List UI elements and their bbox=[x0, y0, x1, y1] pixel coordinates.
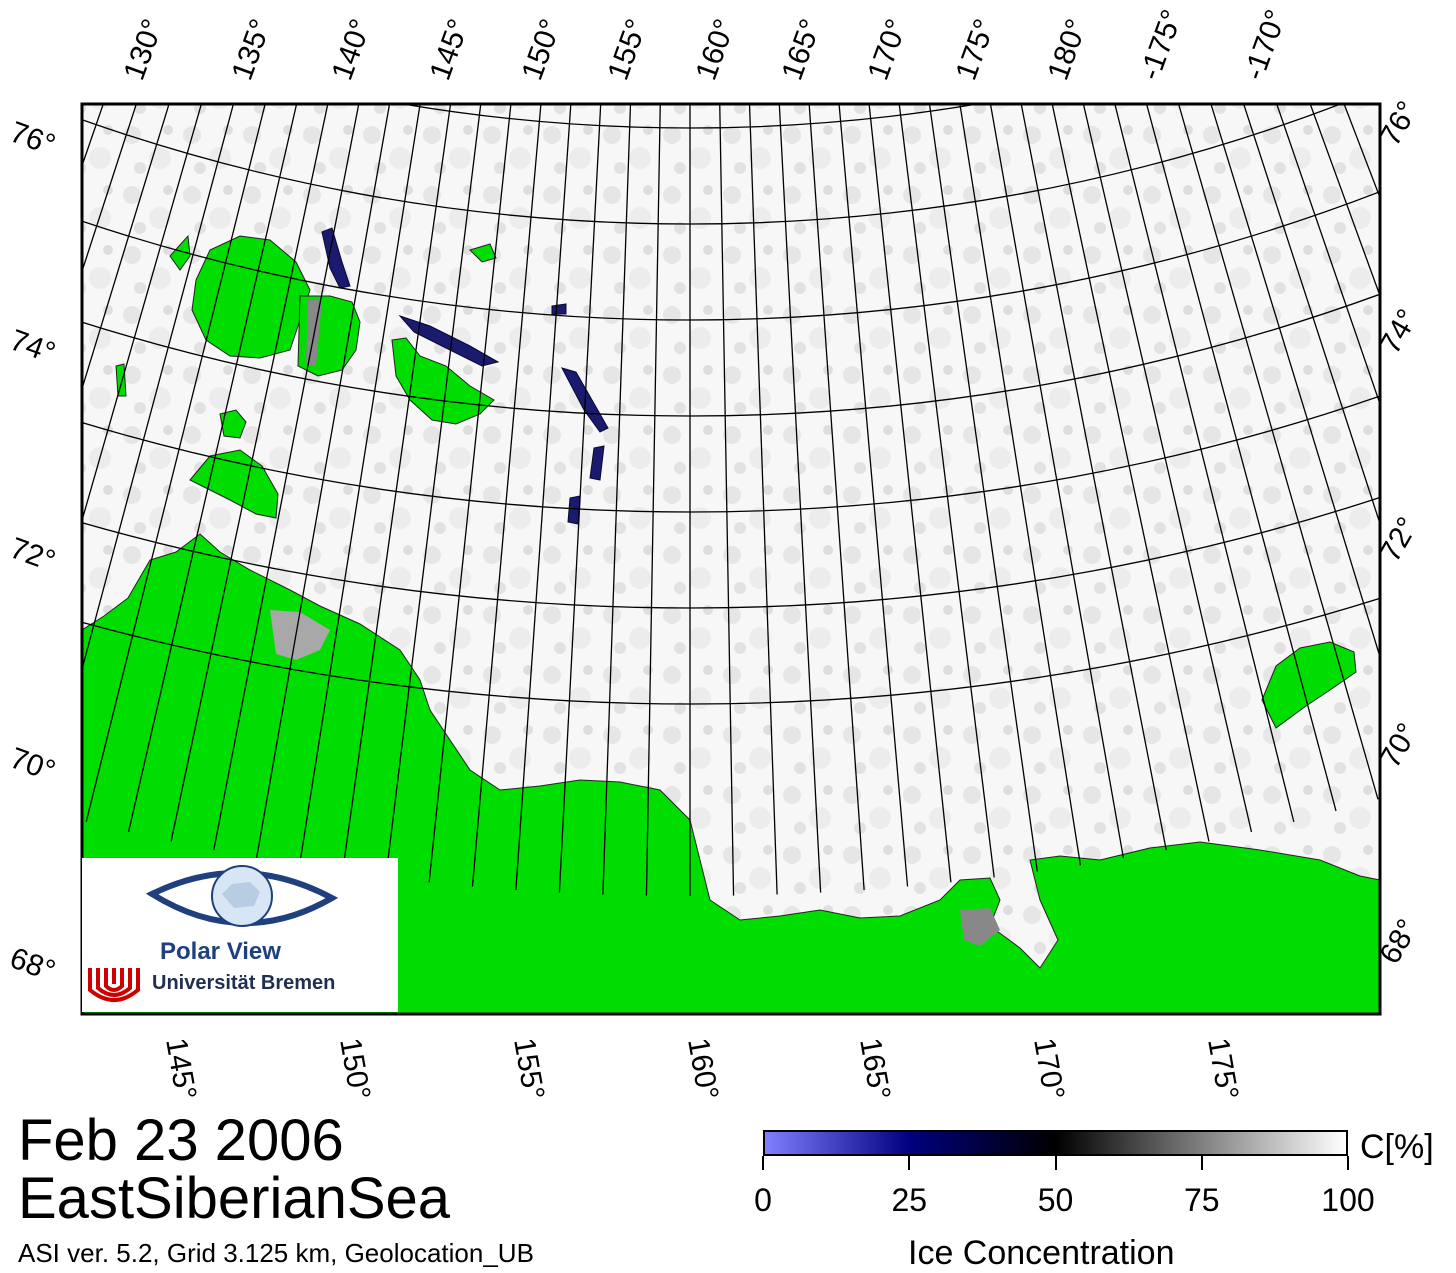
bottom-longitude-label: 175° bbox=[1201, 1035, 1244, 1102]
top-longitude-label: 140° bbox=[326, 15, 378, 85]
longitude-line bbox=[1051, 104, 1210, 842]
colorbar-tick-mark bbox=[1347, 1156, 1349, 1170]
bremen-u-logo bbox=[88, 968, 140, 1002]
longitude-line bbox=[928, 104, 1039, 872]
left-latitude-label: 70° bbox=[6, 742, 60, 789]
bottom-longitude-label: 145° bbox=[159, 1035, 202, 1102]
colorbar-title: Ice Concentration bbox=[908, 1234, 1175, 1272]
longitude-line bbox=[1114, 104, 1295, 823]
land-masses bbox=[82, 234, 1380, 1014]
longitude-line bbox=[1177, 104, 1379, 800]
longitude-line bbox=[898, 104, 995, 878]
longitude-line bbox=[719, 104, 735, 896]
graticule bbox=[82, 104, 1380, 896]
top-longitude-label: 135° bbox=[226, 15, 278, 85]
longitude-line bbox=[170, 104, 329, 842]
top-longitude-label: 175° bbox=[950, 15, 1002, 85]
region-name: EastSiberianSea bbox=[18, 1166, 451, 1231]
colorbar-unit: C[%] bbox=[1360, 1128, 1434, 1166]
longitude-line bbox=[515, 104, 572, 890]
left-latitude-label: 72° bbox=[6, 532, 60, 579]
colorbar-tick-mark bbox=[762, 1156, 764, 1170]
colorbar-tick-label: 25 bbox=[891, 1182, 928, 1218]
logo-subtitle: Universität Bremen bbox=[152, 972, 336, 994]
top-longitude-label: 170° bbox=[862, 15, 914, 85]
top-longitude-label: -175° bbox=[1134, 5, 1190, 84]
top-longitude-label: 180° bbox=[1042, 15, 1094, 85]
longitude-line bbox=[748, 104, 778, 895]
bottom-longitude-label: 165° bbox=[853, 1035, 896, 1102]
bottom-longitude-label: 155° bbox=[507, 1035, 550, 1102]
longitude-line bbox=[428, 104, 512, 883]
colorbar-tick-label: 50 bbox=[1037, 1182, 1074, 1218]
left-latitude-label: 76° bbox=[6, 116, 60, 163]
longitude-line bbox=[959, 104, 1082, 866]
longitude-line bbox=[82, 104, 235, 672]
longitude-line bbox=[341, 104, 452, 872]
left-latitude-label: 74° bbox=[6, 324, 60, 371]
left-latitude-label: 68° bbox=[6, 942, 60, 989]
colorbar-tick-mark bbox=[1200, 1156, 1203, 1170]
top-longitude-label: 150° bbox=[516, 15, 568, 85]
logo-title: Polar View bbox=[160, 938, 281, 965]
wrangel-island bbox=[1261, 641, 1357, 729]
longitude-line bbox=[1210, 104, 1380, 660]
longitude-line bbox=[471, 104, 542, 887]
top-longitude-label: 155° bbox=[602, 15, 654, 85]
bottom-longitude-label: 170° bbox=[1027, 1035, 1070, 1102]
polar-view-logo: Polar View Universität Bremen bbox=[82, 858, 398, 1012]
colorbar-tick-label: 75 bbox=[1183, 1182, 1220, 1218]
eye-icon bbox=[145, 865, 339, 927]
longitude-line bbox=[385, 104, 482, 878]
longitude-line bbox=[1020, 104, 1167, 851]
longitude-line bbox=[838, 104, 909, 887]
longitude-line bbox=[127, 104, 298, 833]
longitude-line bbox=[808, 104, 865, 890]
longitude-line bbox=[1082, 104, 1253, 833]
longitude-line bbox=[255, 104, 391, 859]
longitude-line bbox=[778, 104, 822, 893]
longitude-line bbox=[645, 104, 661, 896]
longitude-line bbox=[85, 104, 266, 823]
longitude-line bbox=[989, 104, 1125, 859]
colorbar-tick-label: 0 bbox=[754, 1182, 772, 1218]
siberian-mainland bbox=[82, 533, 1380, 1014]
colorbar-tick-mark bbox=[908, 1156, 911, 1170]
longitude-line bbox=[602, 104, 632, 895]
top-longitude-label: 165° bbox=[776, 15, 828, 85]
bottom-longitude-label: 150° bbox=[333, 1035, 376, 1102]
colorbar bbox=[763, 1130, 1348, 1156]
colorbar-tick-label: 100 bbox=[1321, 1182, 1375, 1218]
longitude-line bbox=[213, 104, 360, 851]
top-longitude-label: 145° bbox=[424, 15, 476, 85]
bottom-longitude-label: 160° bbox=[681, 1035, 724, 1102]
product-info: ASI ver. 5.2, Grid 3.125 km, Geolocation… bbox=[18, 1238, 534, 1268]
longitude-line bbox=[298, 104, 421, 866]
top-longitude-label: 160° bbox=[690, 15, 742, 85]
colorbar-tick-mark bbox=[1054, 1156, 1057, 1170]
longitude-line bbox=[868, 104, 952, 883]
longitude-line bbox=[558, 104, 602, 893]
longitude-line bbox=[1145, 104, 1337, 812]
top-longitude-label: 130° bbox=[118, 15, 170, 85]
map-date: Feb 23 2006 bbox=[18, 1108, 344, 1173]
top-longitude-label: -170° bbox=[1238, 5, 1294, 84]
map-frame bbox=[80, 102, 1382, 1016]
open-water-leads bbox=[321, 227, 609, 525]
